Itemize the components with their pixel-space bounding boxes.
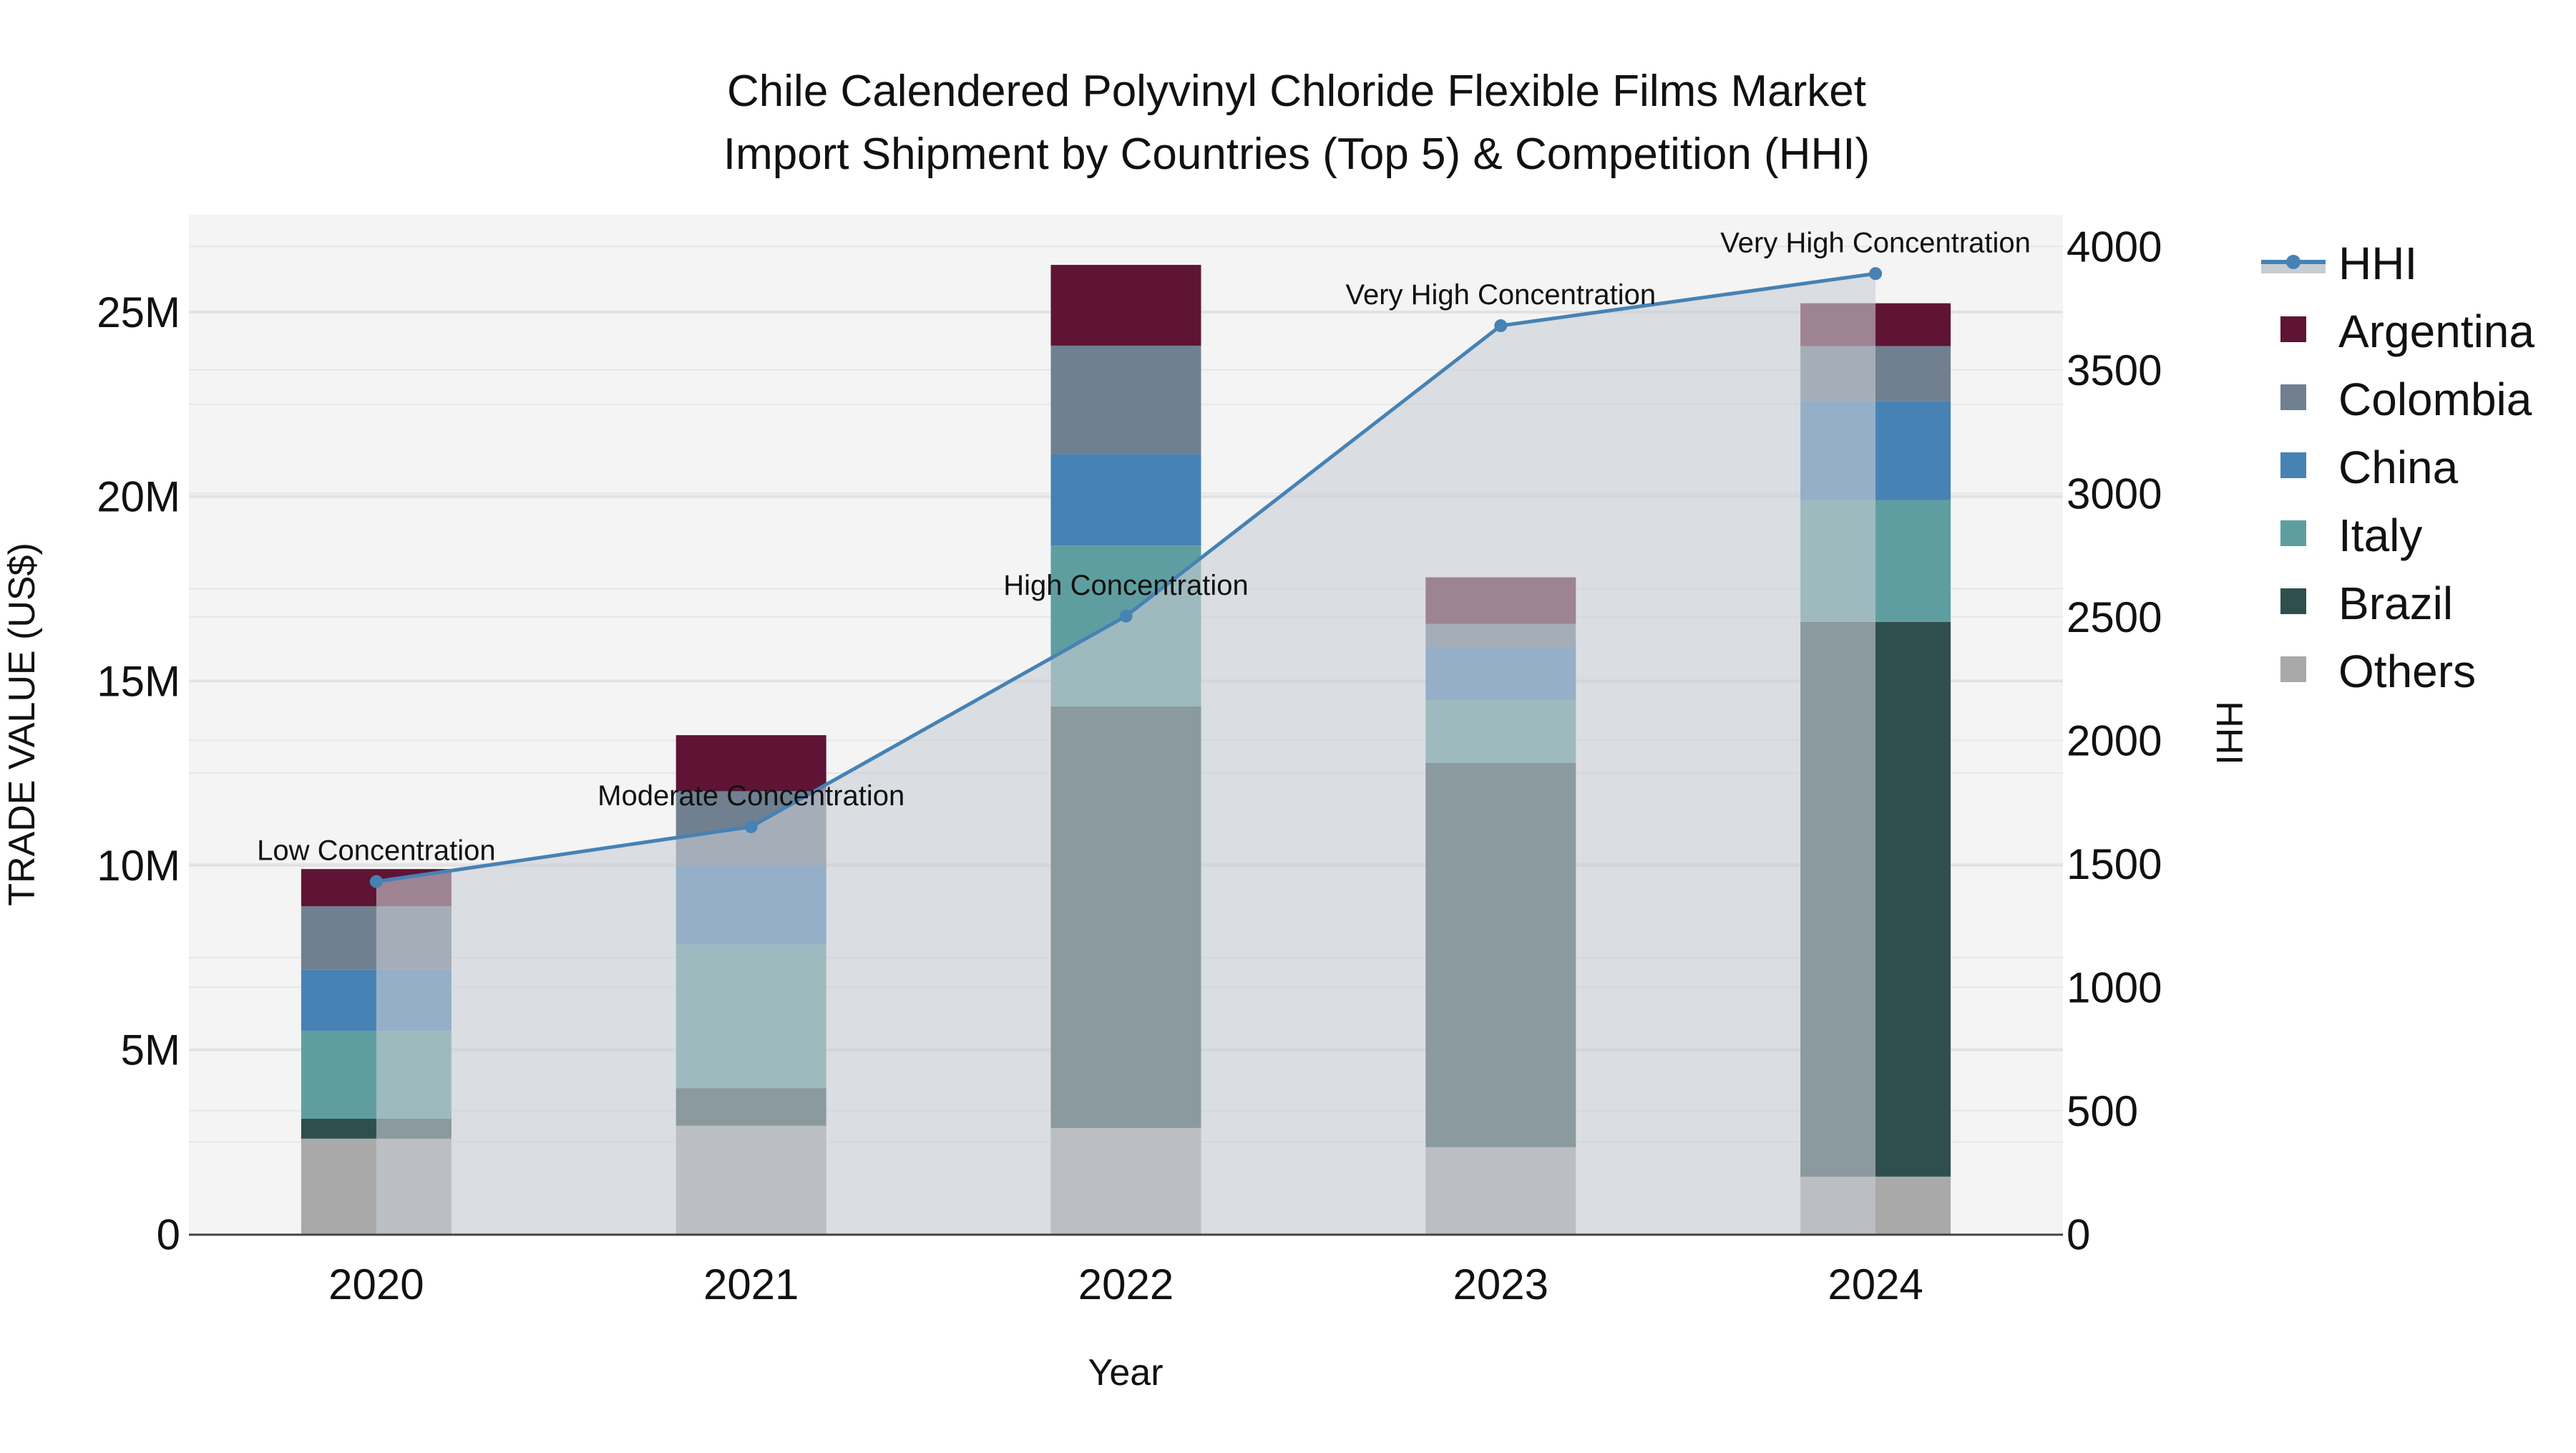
y-left-tick: 15M [97, 657, 180, 705]
y-right-tick: 3500 [2067, 346, 2162, 394]
x-tick-2020: 2020 [328, 1260, 424, 1308]
hhi-annotation-2021: Moderate Concentration [597, 780, 904, 812]
y-left-tick: 25M [97, 288, 180, 336]
legend-label: Colombia [2338, 374, 2532, 425]
legend-label: Brazil [2338, 578, 2453, 629]
legend-swatch-icon [2280, 384, 2306, 410]
y-left-tick: 0 [157, 1210, 180, 1258]
bar-segment-colombia [1050, 345, 1201, 455]
y-left-tick: 5M [121, 1026, 180, 1074]
legend-label: China [2338, 442, 2459, 493]
bar-segment-china [1050, 454, 1201, 546]
legend-label: HHI [2338, 238, 2417, 289]
y-right-tick: 2000 [2067, 716, 2162, 764]
legend-swatch-icon [2280, 452, 2306, 478]
legend-item-others[interactable]: Others [2280, 646, 2476, 697]
hhi-point-2021 [744, 820, 758, 834]
hhi-area [376, 273, 1876, 1235]
bar-segment-argentina [675, 735, 826, 792]
legend-swatch-icon [2280, 588, 2306, 614]
x-tick-2024: 2024 [1828, 1260, 1923, 1308]
x-tick-2021: 2021 [703, 1260, 799, 1308]
y-right-tick-labels: 0 500 1000 1500 2000 2500 3000 3500 4000 [2067, 223, 2162, 1258]
hhi-annotations: Low Concentration Moderate Concentration H… [257, 227, 2031, 866]
hhi-point-2020 [369, 875, 383, 888]
hhi-annotation-2023: Very High Concentration [1346, 279, 1657, 311]
hhi-series [369, 267, 1883, 1235]
y-left-axis-title: TRADE VALUE (US$) [1, 543, 43, 906]
x-axis-title: Year [1088, 1352, 1163, 1394]
y-left-tick: 10M [97, 842, 180, 890]
legend-label: Argentina [2338, 306, 2534, 357]
y-right-tick: 500 [2067, 1087, 2138, 1135]
x-tick-2022: 2022 [1078, 1260, 1174, 1308]
y-right-axis-title: HHI [2208, 701, 2250, 765]
x-tick-2023: 2023 [1453, 1260, 1548, 1308]
hhi-point-2023 [1494, 319, 1508, 333]
legend-label: Others [2338, 646, 2476, 697]
legend-item-colombia[interactable]: Colombia [2280, 374, 2532, 425]
hhi-point-2022 [1119, 609, 1133, 623]
hhi-annotation-2020: Low Concentration [257, 835, 496, 867]
y-right-tick: 1500 [2067, 840, 2162, 888]
hhi-marker-icon [2286, 255, 2301, 269]
y-left-tick: 20M [97, 473, 180, 521]
chart-title-line2: Import Shipment by Countries (Top 5) & C… [723, 130, 1870, 179]
hhi-annotation-2022: High Concentration [1003, 570, 1248, 601]
legend-swatch-icon [2280, 520, 2306, 546]
bar-segment-argentina [1050, 265, 1201, 346]
y-right-tick: 4000 [2067, 223, 2162, 271]
x-tick-labels: 2020 2021 2022 2023 2024 [328, 1260, 1923, 1308]
legend-swatch-icon [2280, 656, 2306, 682]
hhi-annotation-2024: Very High Concentration [1720, 227, 2031, 258]
chart-title-line1: Chile Calendered Polyvinyl Chloride Flex… [727, 67, 1866, 116]
hhi-point-2024 [1869, 267, 1883, 281]
legend-item-argentina[interactable]: Argentina [2280, 306, 2534, 357]
legend-item-china[interactable]: China [2280, 442, 2459, 493]
legend-item-hhi[interactable]: HHI [2261, 238, 2417, 289]
legend-label: Italy [2338, 510, 2422, 561]
y-left-tick-labels: 0 5M 10M 15M 20M 25M [97, 288, 180, 1258]
legend-swatch-icon [2280, 316, 2306, 342]
y-right-tick: 3000 [2067, 470, 2162, 517]
y-right-tick: 2500 [2067, 593, 2162, 641]
legend-item-italy[interactable]: Italy [2280, 510, 2422, 561]
y-right-tick: 0 [2067, 1210, 2090, 1258]
legend-item-brazil[interactable]: Brazil [2280, 578, 2453, 629]
y-right-tick: 1000 [2067, 963, 2162, 1011]
legend: HHI Argentina Colombia China Italy Brazil Othe… [2261, 238, 2534, 697]
